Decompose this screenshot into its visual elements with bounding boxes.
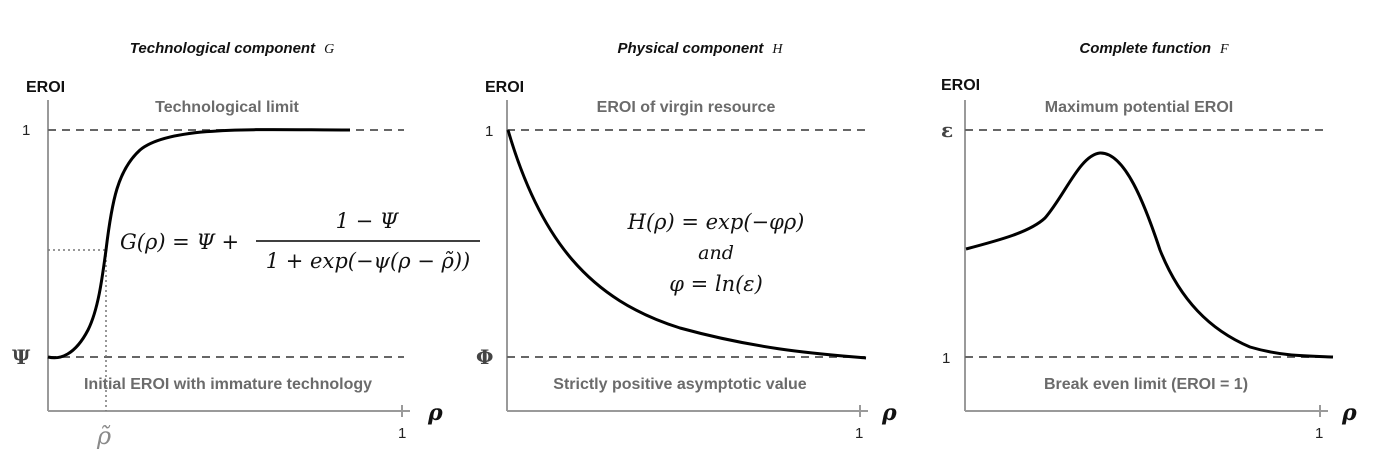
equation-numerator: 1 − Ψ (336, 209, 400, 233)
x-axis-end-label: 1 (1315, 425, 1323, 442)
lower-limit-label: Ψ (12, 345, 31, 369)
equation-line-3: φ = ln(ε) (669, 272, 763, 296)
panel-title-text: Physical component (618, 40, 765, 57)
equation-lhs: G(ρ) = Ψ + (120, 230, 239, 254)
panel-title: Technological component G (130, 40, 334, 57)
equation-h: H(ρ) = exp(−φρ) and φ = ln(ε) (627, 210, 805, 296)
decay-curve (506, 129, 867, 360)
x-axis-symbol: ρ (427, 400, 443, 426)
upper-limit-note: Technological limit (155, 99, 299, 116)
lower-limit-note: Break even limit (EROI = 1) (1044, 376, 1248, 393)
equation-g: G(ρ) = Ψ + 1 − Ψ 1 + exp(−ψ(ρ − ρ̃)) (120, 209, 480, 273)
lower-limit-label: Φ (476, 345, 493, 369)
x-axis-end-label: 1 (855, 425, 863, 442)
equation-denominator: 1 + exp(−ψ(ρ − ρ̃)) (266, 249, 471, 273)
combined-curve (965, 151, 1334, 359)
lower-limit-note: Initial EROI with immature technology (84, 376, 372, 393)
panel-title-symbol: H (771, 42, 783, 57)
panel-title: Physical component H (618, 40, 784, 57)
y-axis-label: EROI (941, 77, 980, 94)
panel-title-symbol: F (1219, 42, 1229, 57)
y-axis-label: EROI (485, 79, 524, 96)
lower-limit-label: 1 (942, 350, 950, 367)
panel-title: Complete function F (1079, 40, 1229, 57)
y-axis-label: EROI (26, 79, 65, 96)
upper-limit-label: 1 (22, 122, 30, 139)
panel-physical-component: Physical component H EROI 1 Φ EROI of vi… (476, 40, 897, 442)
panel-complete-function: Complete function F EROI ε 1 Maximum pot… (941, 40, 1357, 442)
upper-limit-note: Maximum potential EROI (1045, 99, 1233, 116)
upper-limit-note: EROI of virgin resource (597, 99, 776, 116)
equation-line-2: and (698, 242, 734, 264)
rho-tilde-label: ρ̃ (96, 422, 111, 450)
x-axis-end-label: 1 (398, 425, 406, 442)
panel-technological-component: Technological component G EROI 1 Ψ Techn… (12, 40, 480, 450)
sigmoid-curve (47, 128, 351, 360)
panel-title-symbol: G (324, 42, 334, 57)
upper-limit-label: ε (941, 118, 953, 142)
x-axis-symbol: ρ (881, 400, 897, 426)
upper-limit-label: 1 (485, 123, 493, 140)
equation-line-1: H(ρ) = exp(−φρ) (627, 210, 805, 234)
x-axis-symbol: ρ (1341, 400, 1357, 426)
lower-limit-note: Strictly positive asymptotic value (553, 376, 807, 393)
panel-title-text: Technological component (130, 40, 316, 57)
panel-title-text: Complete function (1079, 40, 1211, 57)
